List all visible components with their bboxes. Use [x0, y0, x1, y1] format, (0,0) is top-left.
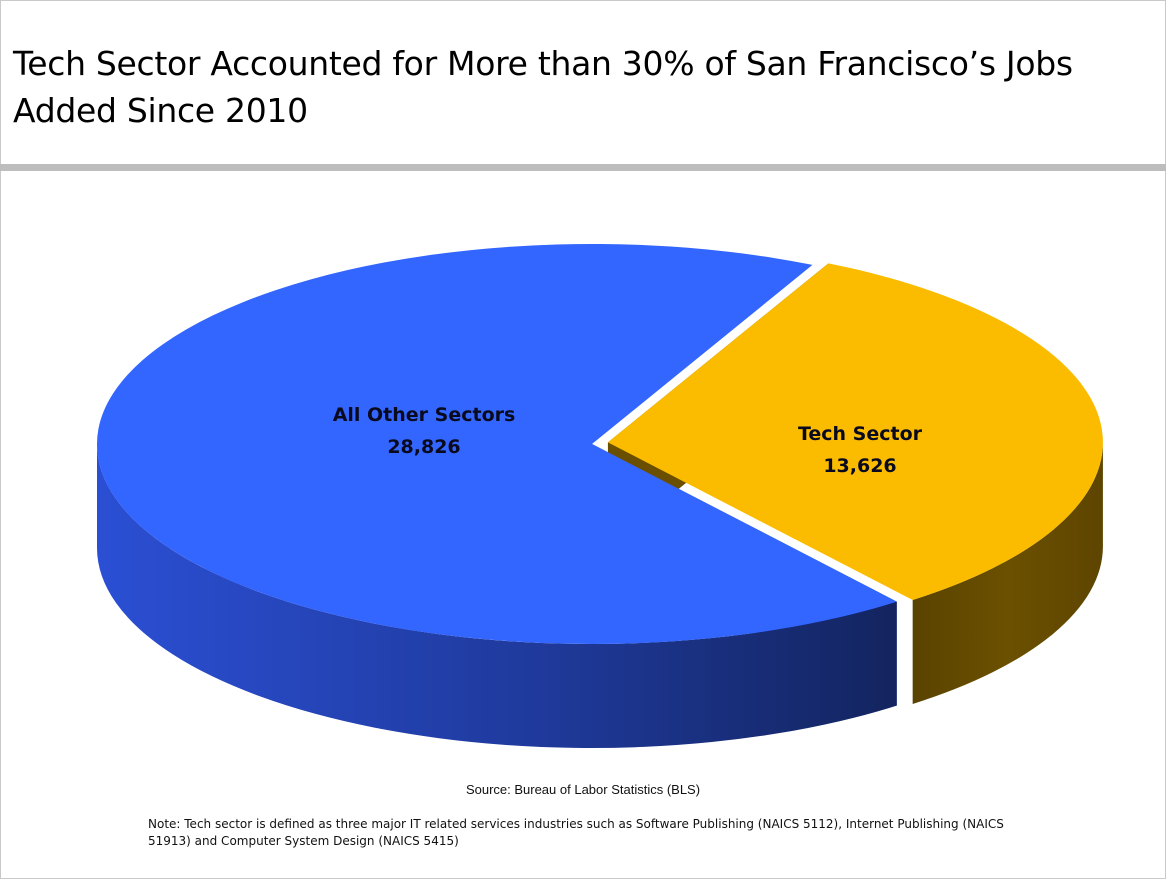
title-divider [0, 164, 1166, 171]
other-slice-name-label: All Other Sectors [333, 404, 516, 426]
other-slice-top [97, 243, 897, 644]
other-slice-value-label: 28,826 [387, 436, 460, 458]
chart-source: Source: Bureau of Labor Statistics (BLS) [465, 782, 701, 797]
slide-title: Tech Sector Accounted for More than 30% … [13, 44, 1073, 130]
other-slice-side [97, 444, 897, 749]
chart-note: Note: Tech sector is defined as three ma… [148, 817, 1004, 848]
tech-slice-value-label: 13,626 [823, 455, 896, 477]
tech-slice-top [607, 263, 1103, 600]
tech-slice-name-label: Tech Sector [798, 423, 923, 445]
tech-slice-side [912, 442, 1103, 704]
